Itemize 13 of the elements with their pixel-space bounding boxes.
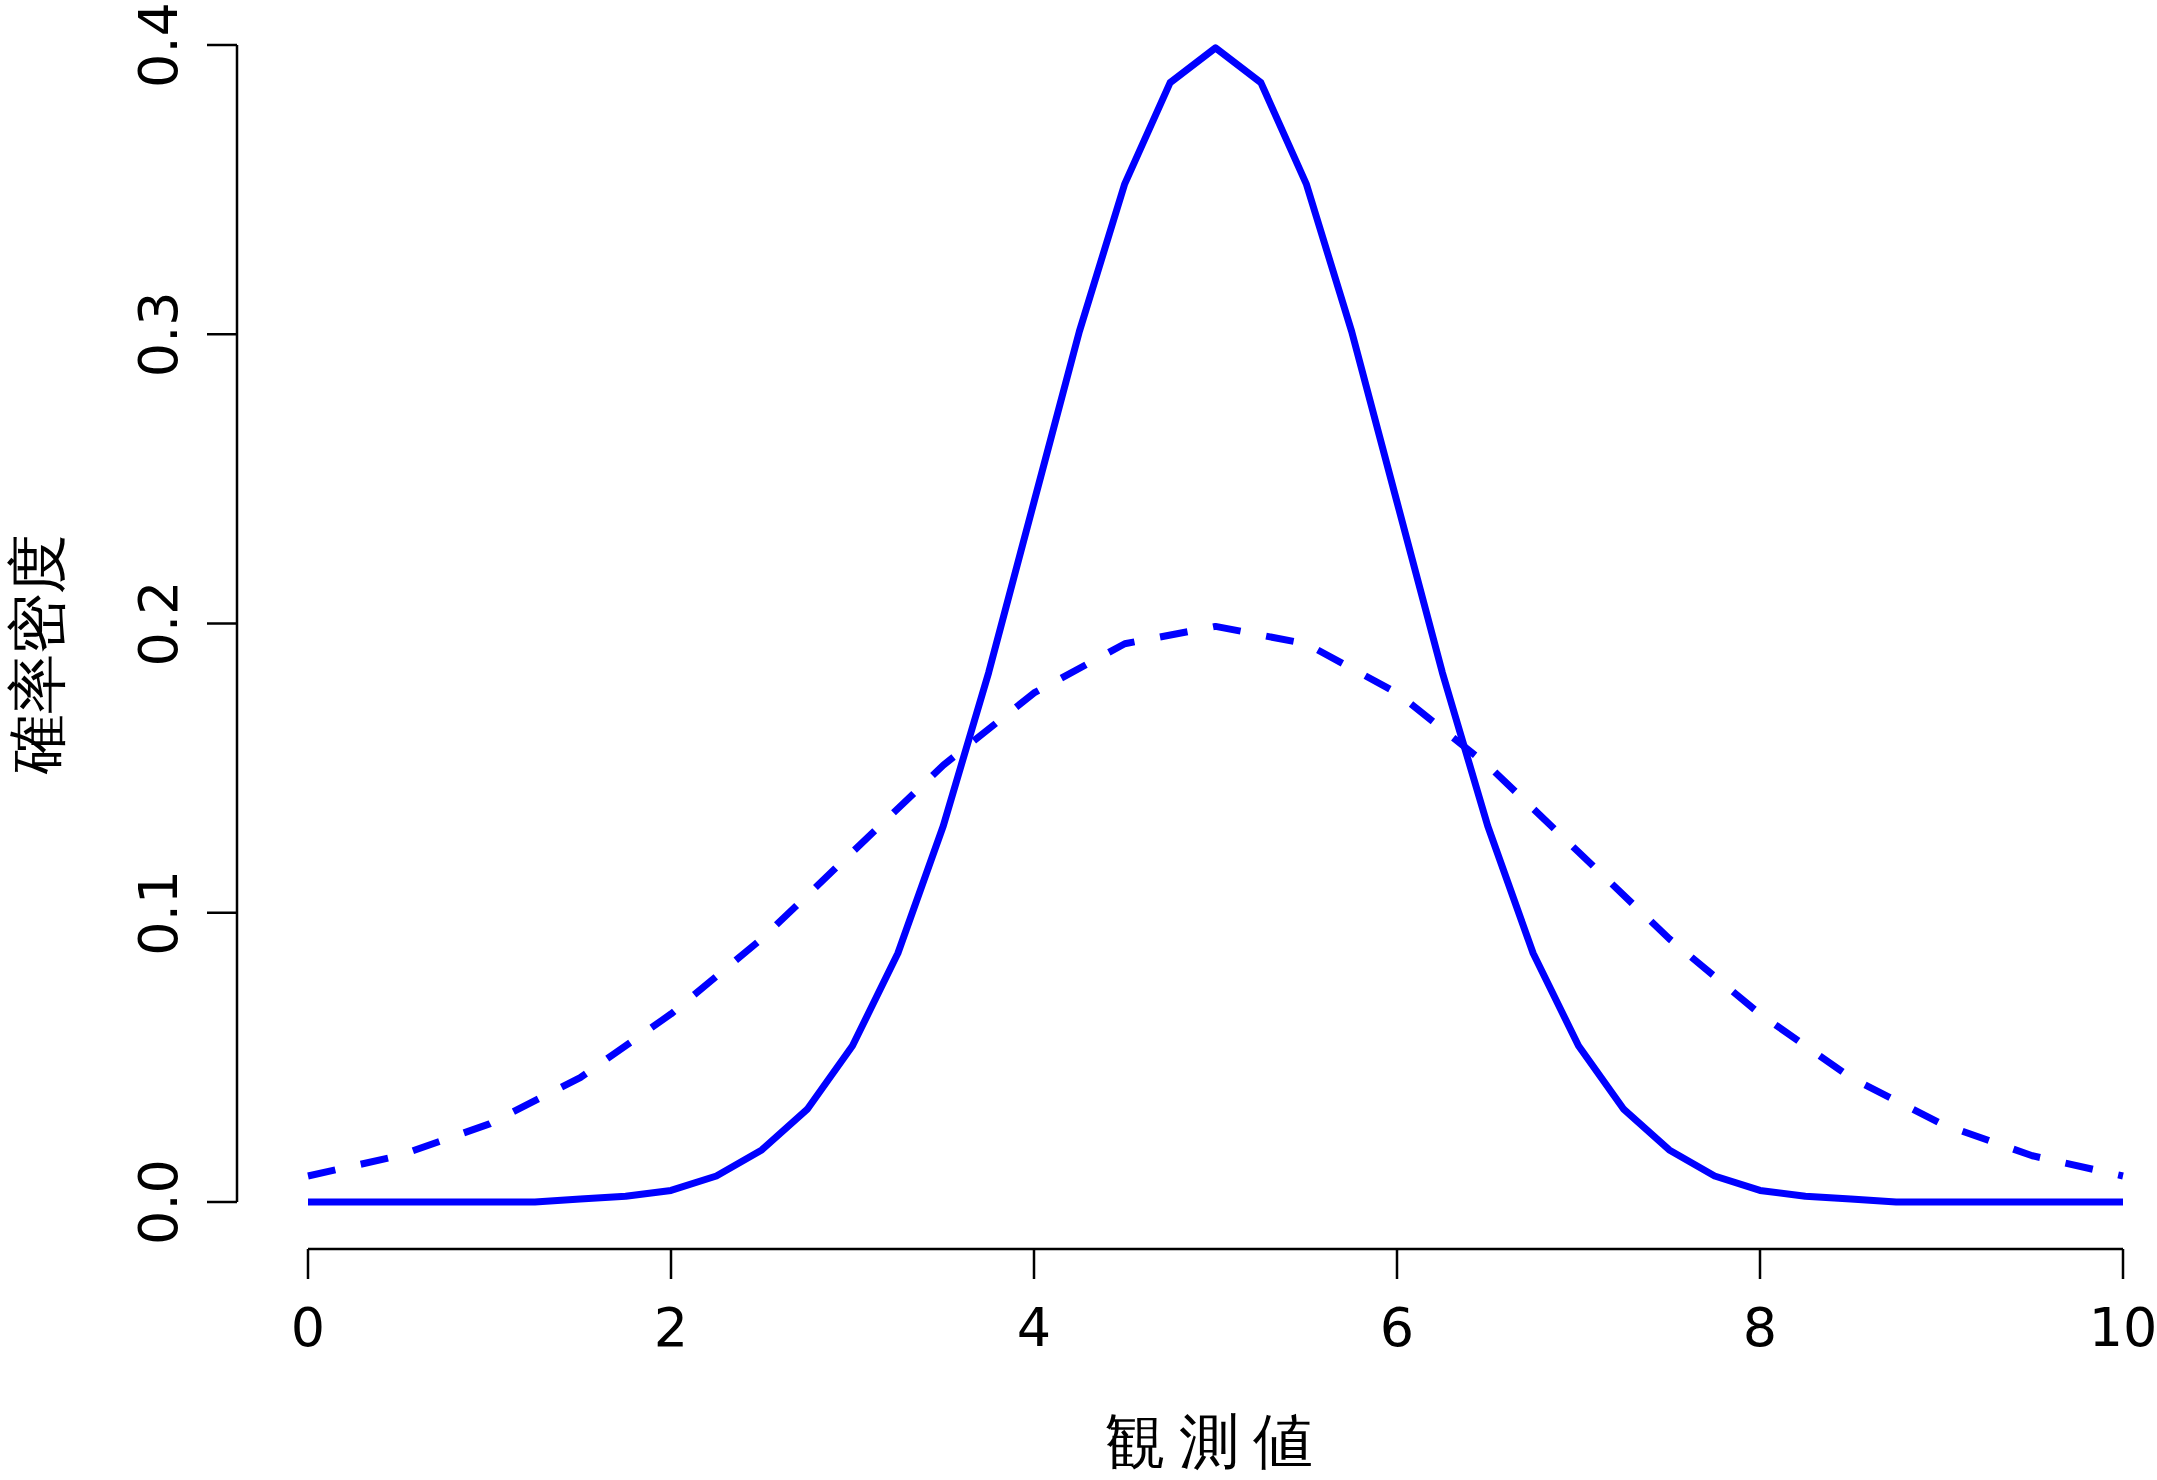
x-tick-label: 0 — [290, 1296, 326, 1359]
x-tick-label: 4 — [1016, 1296, 1052, 1359]
y-tick-label: 0.2 — [127, 580, 190, 667]
x-axis-title: 観測値 — [1104, 1406, 1327, 1476]
x-tick-label: 6 — [1379, 1296, 1415, 1359]
y-axis-title: 確率密度 — [2, 533, 72, 775]
y-tick-label: 0.3 — [127, 291, 190, 378]
x-tick-label: 10 — [2088, 1296, 2157, 1359]
y-tick-label: 0.0 — [127, 1159, 190, 1245]
x-tick-label: 2 — [653, 1296, 689, 1359]
y-tick-label: 0.4 — [127, 2, 190, 88]
y-tick-label: 0.1 — [127, 869, 190, 956]
x-tick-label: 8 — [1742, 1296, 1778, 1359]
